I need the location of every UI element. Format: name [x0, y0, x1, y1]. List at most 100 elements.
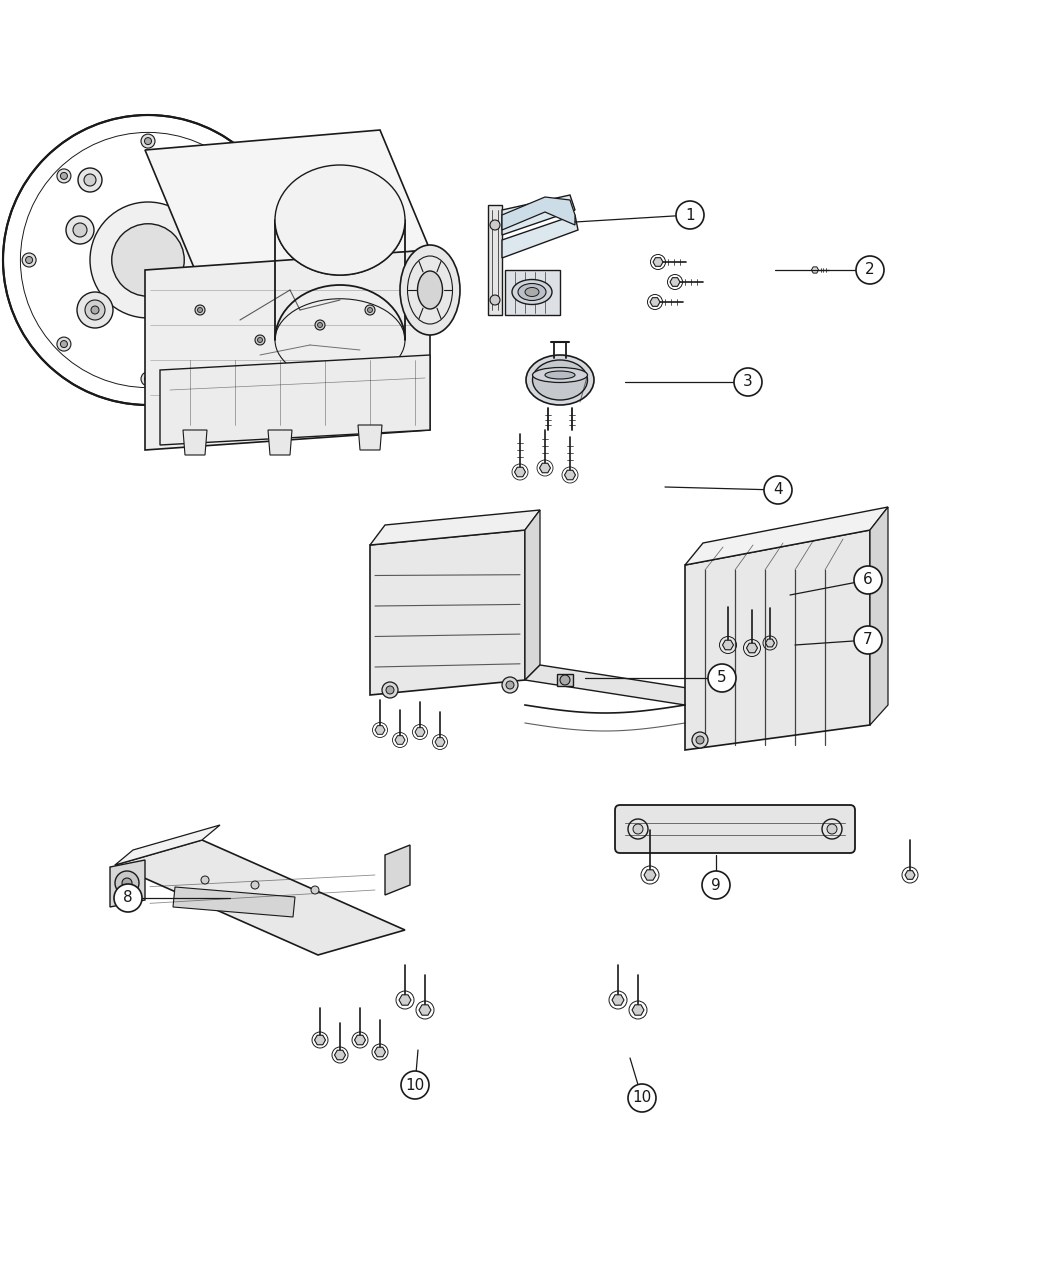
Text: 8: 8 — [123, 890, 132, 905]
Circle shape — [116, 871, 139, 895]
Polygon shape — [765, 639, 775, 646]
Polygon shape — [685, 507, 888, 565]
Circle shape — [257, 338, 262, 343]
Polygon shape — [370, 510, 540, 544]
Circle shape — [145, 375, 151, 382]
Circle shape — [84, 173, 96, 186]
Polygon shape — [268, 430, 292, 455]
Circle shape — [692, 732, 708, 748]
Ellipse shape — [418, 272, 442, 309]
Polygon shape — [525, 510, 540, 680]
Circle shape — [90, 201, 206, 317]
Circle shape — [201, 876, 209, 884]
Circle shape — [260, 252, 274, 266]
Polygon shape — [488, 205, 502, 315]
Ellipse shape — [518, 283, 546, 301]
Ellipse shape — [275, 164, 405, 275]
Circle shape — [506, 681, 514, 688]
Circle shape — [22, 252, 36, 266]
Circle shape — [91, 306, 99, 314]
Circle shape — [225, 168, 239, 182]
Circle shape — [111, 223, 184, 296]
Polygon shape — [612, 994, 624, 1005]
Circle shape — [225, 337, 239, 351]
Polygon shape — [145, 130, 430, 270]
Polygon shape — [502, 215, 578, 258]
Polygon shape — [145, 250, 430, 450]
FancyBboxPatch shape — [615, 805, 855, 853]
Circle shape — [315, 320, 326, 330]
Circle shape — [229, 172, 235, 180]
Circle shape — [856, 256, 884, 284]
Circle shape — [764, 476, 792, 504]
Polygon shape — [370, 530, 525, 695]
Circle shape — [195, 305, 205, 315]
Circle shape — [311, 886, 319, 894]
Polygon shape — [355, 1035, 365, 1044]
Circle shape — [74, 223, 87, 237]
Text: 2: 2 — [865, 263, 875, 278]
Circle shape — [827, 824, 837, 834]
Polygon shape — [565, 470, 575, 479]
Text: 1: 1 — [686, 208, 695, 223]
Polygon shape — [419, 1005, 430, 1015]
Circle shape — [25, 256, 33, 264]
Ellipse shape — [400, 245, 460, 335]
Circle shape — [676, 201, 704, 229]
Polygon shape — [644, 870, 656, 880]
Circle shape — [251, 881, 259, 889]
Circle shape — [502, 677, 518, 694]
Circle shape — [490, 295, 500, 305]
Polygon shape — [747, 643, 757, 653]
Ellipse shape — [525, 287, 539, 297]
Text: 9: 9 — [711, 877, 721, 892]
Circle shape — [633, 824, 643, 834]
Polygon shape — [502, 198, 575, 230]
Polygon shape — [375, 1047, 385, 1057]
Polygon shape — [395, 736, 405, 745]
Polygon shape — [173, 887, 295, 917]
Circle shape — [382, 682, 398, 697]
Text: 7: 7 — [863, 632, 873, 648]
Ellipse shape — [532, 367, 588, 382]
Polygon shape — [110, 861, 145, 907]
Circle shape — [734, 368, 762, 397]
Polygon shape — [632, 1005, 644, 1015]
Text: 5: 5 — [717, 671, 727, 686]
Polygon shape — [905, 871, 915, 880]
Ellipse shape — [512, 279, 552, 305]
Polygon shape — [505, 270, 560, 315]
Circle shape — [696, 736, 704, 745]
Polygon shape — [525, 666, 700, 705]
Polygon shape — [415, 728, 425, 737]
Circle shape — [197, 307, 203, 312]
Polygon shape — [514, 467, 525, 477]
Ellipse shape — [545, 371, 575, 379]
Text: 6: 6 — [863, 572, 873, 588]
Polygon shape — [650, 297, 660, 306]
Circle shape — [145, 138, 151, 144]
Text: 3: 3 — [743, 375, 753, 389]
Polygon shape — [160, 354, 430, 445]
Polygon shape — [685, 530, 870, 750]
Circle shape — [114, 884, 142, 912]
Circle shape — [317, 323, 322, 328]
Circle shape — [401, 1071, 429, 1099]
Circle shape — [57, 168, 71, 182]
Polygon shape — [540, 463, 550, 473]
Circle shape — [57, 337, 71, 351]
Circle shape — [122, 878, 132, 887]
Circle shape — [66, 215, 94, 244]
Polygon shape — [335, 1051, 345, 1060]
Circle shape — [141, 134, 155, 148]
Polygon shape — [722, 640, 734, 650]
Circle shape — [229, 340, 235, 348]
Polygon shape — [870, 507, 888, 725]
Polygon shape — [358, 425, 382, 450]
Circle shape — [854, 566, 882, 594]
Circle shape — [61, 172, 67, 180]
Circle shape — [628, 1084, 656, 1112]
Circle shape — [141, 372, 155, 386]
Circle shape — [854, 626, 882, 654]
Ellipse shape — [532, 360, 588, 400]
